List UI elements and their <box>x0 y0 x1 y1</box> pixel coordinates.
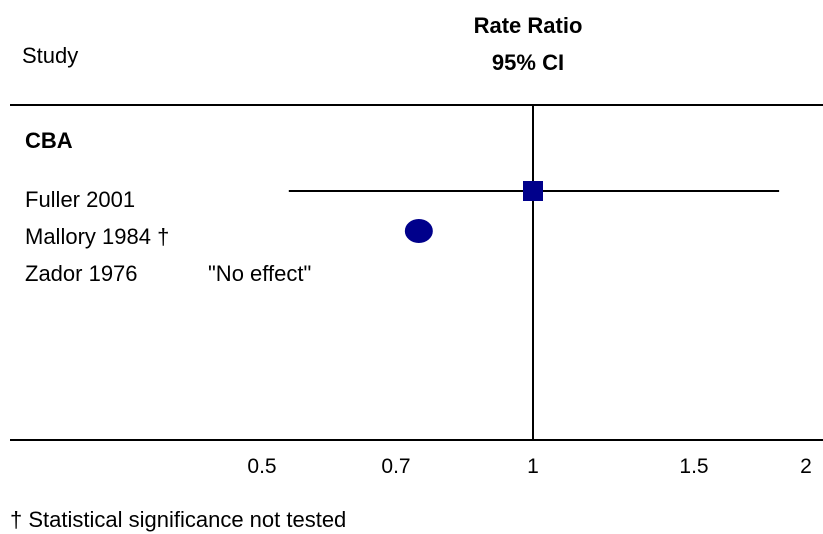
study-label-1: Mallory 1984 † <box>25 224 169 249</box>
estimate-marker-mallory <box>404 219 433 243</box>
study-column-header: Study <box>22 43 78 68</box>
rate-ratio-header: Rate Ratio <box>474 13 583 38</box>
estimate-marker-fuller <box>523 181 543 201</box>
study-label-2: Zador 1976 <box>25 261 138 286</box>
tick-label-0.7: 0.7 <box>381 455 410 478</box>
tick-label-2: 2 <box>800 455 812 478</box>
group-label: CBA <box>25 128 73 153</box>
tick-label-1: 1 <box>527 455 539 478</box>
study-note-2: "No effect" <box>208 261 311 286</box>
footnote: † Statistical significance not tested <box>10 507 346 532</box>
ci-header: 95% CI <box>492 50 564 75</box>
study-label-0: Fuller 2001 <box>25 187 135 212</box>
tick-label-1.5: 1.5 <box>679 455 708 478</box>
tick-label-0.5: 0.5 <box>247 455 276 478</box>
